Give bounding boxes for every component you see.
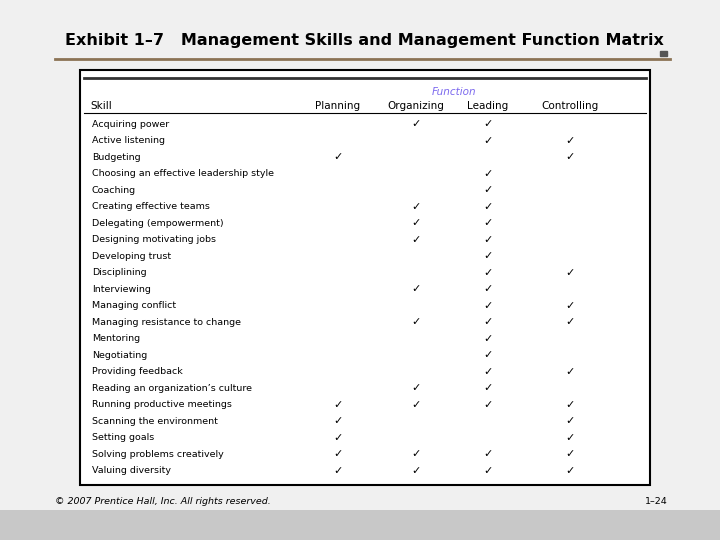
Text: Scanning the environment: Scanning the environment [92,417,218,426]
Text: ✓: ✓ [565,449,575,459]
Text: ✓: ✓ [483,301,492,310]
Text: Delegating (empowerment): Delegating (empowerment) [92,219,224,228]
Text: Valuing diversity: Valuing diversity [92,466,171,475]
Text: ✓: ✓ [483,449,492,459]
Text: Function: Function [432,87,477,97]
Text: Running productive meetings: Running productive meetings [92,400,232,409]
Text: ✓: ✓ [411,449,420,459]
Text: Controlling: Controlling [541,101,598,111]
Text: Solving problems creatively: Solving problems creatively [92,450,224,459]
Text: ✓: ✓ [483,350,492,360]
Text: ✓: ✓ [565,433,575,443]
Text: ✓: ✓ [483,185,492,195]
Text: ✓: ✓ [411,465,420,476]
Text: Providing feedback: Providing feedback [92,367,183,376]
Text: Managing resistance to change: Managing resistance to change [92,318,241,327]
Text: Budgeting: Budgeting [92,153,140,162]
Text: ✓: ✓ [411,383,420,393]
Text: ✓: ✓ [483,119,492,129]
Text: ✓: ✓ [565,465,575,476]
Text: ✓: ✓ [483,317,492,327]
Text: ✓: ✓ [483,383,492,393]
Text: ✓: ✓ [565,136,575,146]
Text: Active listening: Active listening [92,136,165,145]
Text: Negotiating: Negotiating [92,351,148,360]
Text: ✓: ✓ [565,367,575,377]
Text: ✓: ✓ [565,268,575,278]
Text: ✓: ✓ [333,449,343,459]
Text: Creating effective teams: Creating effective teams [92,202,210,211]
Text: ✓: ✓ [483,400,492,410]
Text: ✓: ✓ [483,284,492,294]
Text: Choosing an effective leadership style: Choosing an effective leadership style [92,169,274,178]
Text: ✓: ✓ [483,168,492,179]
Text: ✓: ✓ [333,416,343,426]
Text: ✓: ✓ [565,301,575,310]
Text: Managing conflict: Managing conflict [92,301,176,310]
Text: ✓: ✓ [483,202,492,212]
Text: ✓: ✓ [411,317,420,327]
Text: Interviewing: Interviewing [92,285,151,294]
Text: ✓: ✓ [411,218,420,228]
Text: ✓: ✓ [483,218,492,228]
Text: ✓: ✓ [411,400,420,410]
Text: Setting goals: Setting goals [92,433,154,442]
Text: ✓: ✓ [483,251,492,261]
Text: Organizing: Organizing [387,101,444,111]
Text: ✓: ✓ [483,268,492,278]
Text: Disciplining: Disciplining [92,268,147,277]
Text: ✓: ✓ [411,284,420,294]
Text: Mentoring: Mentoring [92,334,140,343]
Text: ✓: ✓ [333,152,343,162]
Text: ✓: ✓ [565,416,575,426]
Text: ✓: ✓ [565,317,575,327]
Text: ✓: ✓ [483,235,492,245]
Text: ✓: ✓ [483,465,492,476]
Text: ✓: ✓ [483,367,492,377]
Text: Leading: Leading [467,101,508,111]
Text: 1–24: 1–24 [645,497,668,507]
Text: ✓: ✓ [565,400,575,410]
Text: ✓: ✓ [483,334,492,344]
Text: Developing trust: Developing trust [92,252,171,261]
Text: ✓: ✓ [411,119,420,129]
Text: Acquiring power: Acquiring power [92,120,169,129]
Text: Skill: Skill [90,101,112,111]
Text: ✓: ✓ [333,433,343,443]
Bar [660,51,667,56]
Text: Designing motivating jobs: Designing motivating jobs [92,235,216,244]
Text: ✓: ✓ [411,235,420,245]
Text: Reading an organization’s culture: Reading an organization’s culture [92,384,252,393]
Text: Planning: Planning [315,101,361,111]
Text: Exhibit 1–7   Management Skills and Management Function Matrix: Exhibit 1–7 Management Skills and Manage… [65,32,664,48]
Bar [80,70,650,485]
Text: ✓: ✓ [411,202,420,212]
Text: Coaching: Coaching [92,186,136,195]
Text: ✓: ✓ [333,465,343,476]
Text: ✓: ✓ [565,152,575,162]
Text: © 2007 Prentice Hall, Inc. All rights reserved.: © 2007 Prentice Hall, Inc. All rights re… [55,497,271,507]
Text: ✓: ✓ [483,136,492,146]
Text: ✓: ✓ [333,400,343,410]
